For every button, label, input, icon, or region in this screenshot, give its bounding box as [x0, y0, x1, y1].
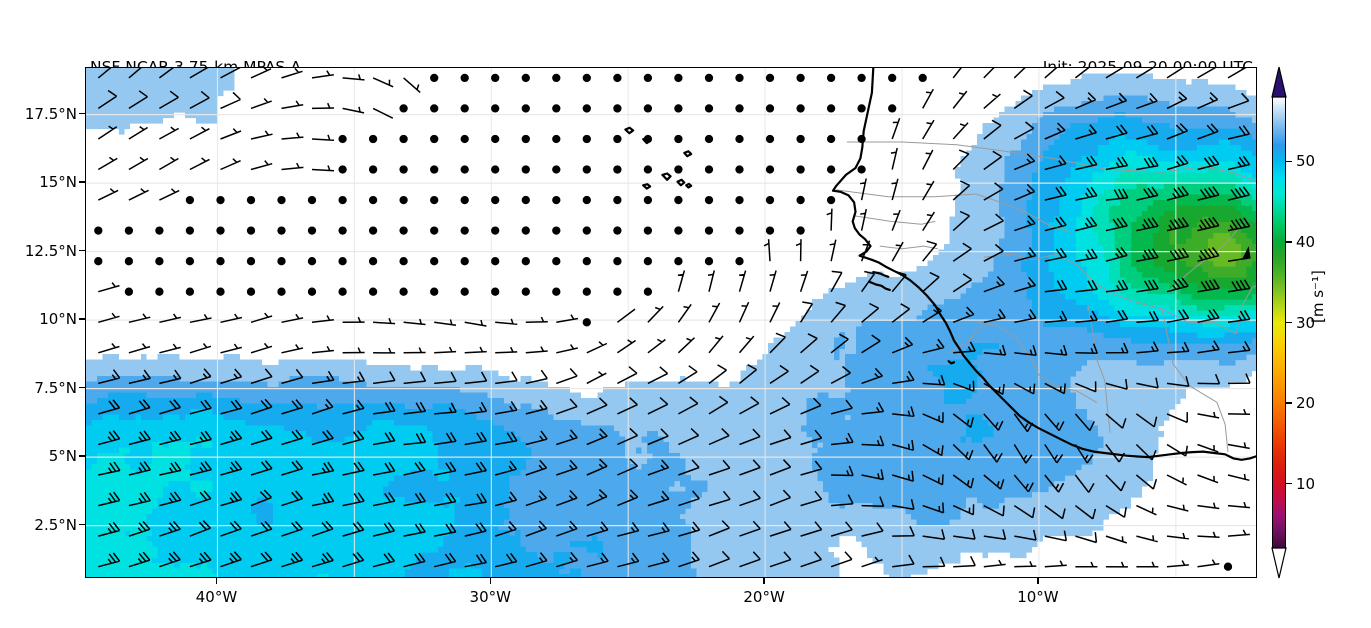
wind-barbs [94, 68, 1251, 571]
x-tick-mark-1 [489, 578, 491, 584]
coastline [683, 150, 693, 158]
colorbar-tick-4 [1286, 160, 1292, 163]
graticule-layer [86, 68, 1256, 577]
colorbar-tick-label-1: 20 [1296, 394, 1316, 413]
colorbar-tick-label-3: 40 [1296, 232, 1316, 251]
y-tick-label-4: 7.5°N [34, 378, 77, 397]
y-tick-mark-4 [79, 386, 85, 389]
y-tick-label-1: 15°N [39, 173, 77, 192]
coastline [661, 172, 672, 181]
y-axis-labels: 17.5°N 15°N 12.5°N 10°N 7.5°N 5°N 2.5°N [0, 0, 85, 628]
y-tick-mark-0 [79, 112, 85, 115]
shading-band [86, 134, 1256, 577]
y-tick-label-3: 10°N [39, 310, 77, 329]
y-tick-mark-5 [79, 455, 85, 457]
country-border [1161, 308, 1229, 453]
shading-band [1092, 167, 1256, 317]
x-tick-label-1: 30°W [469, 588, 511, 606]
y-tick-label-5: 5°N [48, 447, 77, 466]
y-tick-mark-6 [79, 523, 85, 526]
country-border [1087, 305, 1111, 433]
colorbar-tick-label-2: 30 [1296, 313, 1316, 332]
country-border [879, 245, 939, 250]
y-tick-mark-2 [79, 249, 85, 252]
shading-band [1208, 233, 1241, 267]
x-tick-mark-2 [763, 578, 765, 584]
x-tick-mark-3 [1037, 578, 1039, 584]
colorbar-tick-0 [1286, 482, 1292, 485]
y-tick-mark-3 [79, 318, 85, 320]
y-tick-label-0: 17.5°N [24, 104, 77, 123]
coastline [624, 126, 635, 135]
x-tick-label-0: 40°W [195, 588, 238, 606]
colorbar-over-arrow [1271, 66, 1287, 98]
colorbar-tick-3 [1286, 241, 1292, 243]
y-tick-label-6: 2.5°N [34, 515, 77, 534]
colorbar[interactable]: 10 20 30 40 50 [m s⁻¹] [1271, 66, 1371, 579]
coastline [642, 183, 652, 190]
map-svg [86, 68, 1256, 577]
shading-band [1109, 183, 1256, 311]
colorbar-tick-2 [1286, 321, 1292, 324]
shading-band [1169, 216, 1256, 278]
colorbar-units-label: [m s⁻¹] [1309, 269, 1327, 323]
country-border [978, 322, 1097, 403]
colorbar-extend-arrows [1271, 66, 1287, 579]
x-tick-label-2: 20°W [743, 588, 785, 606]
coastline [685, 182, 693, 189]
y-tick-mark-1 [79, 181, 85, 183]
map-plot-area[interactable] [85, 67, 1257, 578]
colorbar-under-arrow [1271, 547, 1287, 579]
wind-barb-layer [94, 68, 1251, 571]
shading-band [1131, 194, 1256, 300]
x-tick-mark-0 [215, 578, 218, 584]
country-border [1202, 166, 1256, 182]
country-border [948, 322, 985, 354]
coastline [676, 178, 686, 187]
coastline [872, 271, 890, 278]
colorbar-tick-label-0: 10 [1296, 474, 1316, 493]
colorbar-tick-label-4: 50 [1296, 152, 1316, 171]
country-border [983, 253, 1237, 335]
country-border [846, 141, 1204, 173]
colorbar-gradient [1272, 97, 1286, 548]
coastline [868, 280, 891, 291]
colorbar-tick-1 [1286, 402, 1292, 404]
x-tick-label-3: 10°W [1017, 588, 1059, 606]
colorbar-body: 10 20 30 40 50 [1271, 66, 1315, 579]
coastline [947, 360, 956, 365]
y-tick-label-2: 12.5°N [24, 241, 77, 260]
